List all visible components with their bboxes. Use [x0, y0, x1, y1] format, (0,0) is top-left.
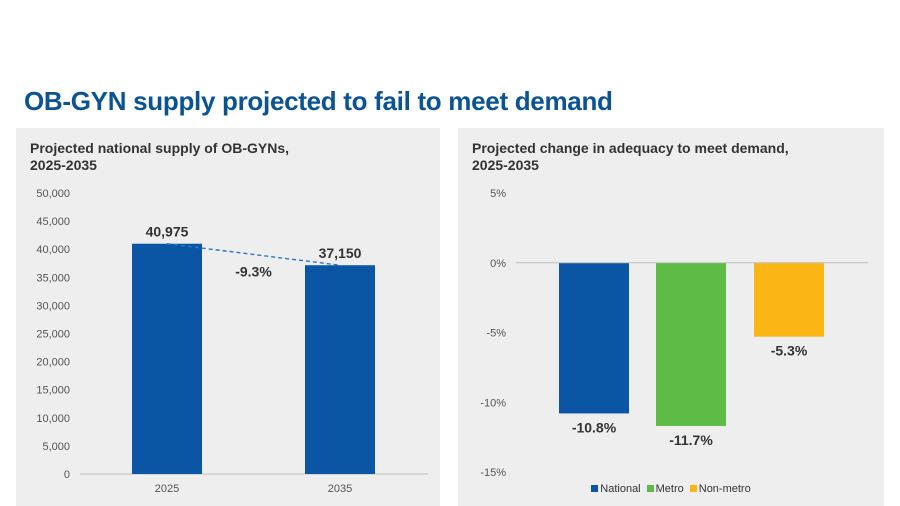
y-tick-label: 30,000: [36, 300, 70, 312]
adequacy-chart: 5% 0% -5% -10% -15% -10.8% -11.7% -5.3%: [480, 188, 868, 479]
supply-bar: [305, 265, 375, 474]
y-tick-label: 20,000: [36, 357, 70, 369]
legend-item: Non-metro: [689, 483, 751, 495]
bar-value-label: 37,150: [319, 245, 362, 261]
x-tick-label: 2025: [155, 483, 179, 495]
y-tick-label: 15,000: [36, 385, 70, 397]
y-tick-label: -5%: [486, 328, 506, 340]
supply-chart: 0 5,000 10,000 15,000 20,000 25,000 30,000 35,0…: [36, 188, 428, 495]
trend-line: [166, 243, 341, 266]
legend-swatch: [646, 485, 654, 492]
adequacy-chart-panel: Projected change in adequacy to meet dem…: [458, 128, 884, 506]
y-tick-label: 0: [64, 469, 70, 481]
legend-item: National: [591, 483, 641, 495]
y-tick-label: 10,000: [36, 413, 70, 425]
adequacy-chart-title-line-2: 2025-2035: [472, 157, 539, 173]
adequacy-chart-legend: National Metro Non-metro: [458, 483, 884, 495]
bar-value-label: -5.3%: [771, 343, 808, 359]
bar-value-label: 40,975: [146, 224, 189, 240]
y-tick-label: 5,000: [42, 441, 70, 453]
y-tick-label: 35,000: [36, 272, 70, 284]
adequacy-bar-non-metro: [754, 262, 824, 337]
y-tick-label: 0%: [490, 258, 506, 270]
adequacy-bar-metro: [656, 262, 726, 426]
legend-label: National: [600, 483, 641, 495]
supply-chart-panel: Projected national supply of OB-GYNs, 20…: [16, 128, 440, 506]
y-tick-label: 50,000: [36, 188, 70, 200]
page-title: OB-GYN supply projected to fail to meet …: [24, 86, 613, 116]
x-tick-label: 2035: [328, 483, 352, 495]
y-tick-label: -15%: [480, 467, 506, 479]
bar-value-label: -10.8%: [572, 419, 617, 435]
change-annotation: -9.3%: [235, 264, 272, 280]
supply-chart-title: Projected national supply of OB-GYNs, 20…: [30, 140, 410, 174]
y-tick-label: -10%: [480, 397, 506, 409]
y-tick-label: 40,000: [36, 244, 70, 256]
supply-chart-title-line-2: 2025-2035: [30, 157, 97, 173]
adequacy-bar-national: [559, 262, 629, 414]
bar-value-label: -11.7%: [669, 432, 713, 448]
legend-label: Metro: [655, 483, 684, 495]
adequacy-chart-title: Projected change in adequacy to meet dem…: [472, 140, 852, 174]
legend-swatch: [591, 485, 599, 492]
y-tick-label: 45,000: [36, 216, 70, 228]
y-tick-label: 25,000: [36, 329, 70, 341]
legend-swatch: [689, 485, 697, 492]
legend-label: Non-metro: [698, 483, 751, 495]
supply-chart-title-line-1: Projected national supply of OB-GYNs,: [30, 140, 290, 156]
legend-item: Metro: [646, 483, 684, 495]
y-tick-label: 5%: [490, 188, 506, 200]
adequacy-chart-title-line-1: Projected change in adequacy to meet dem…: [472, 140, 789, 156]
supply-bar: [132, 243, 202, 474]
